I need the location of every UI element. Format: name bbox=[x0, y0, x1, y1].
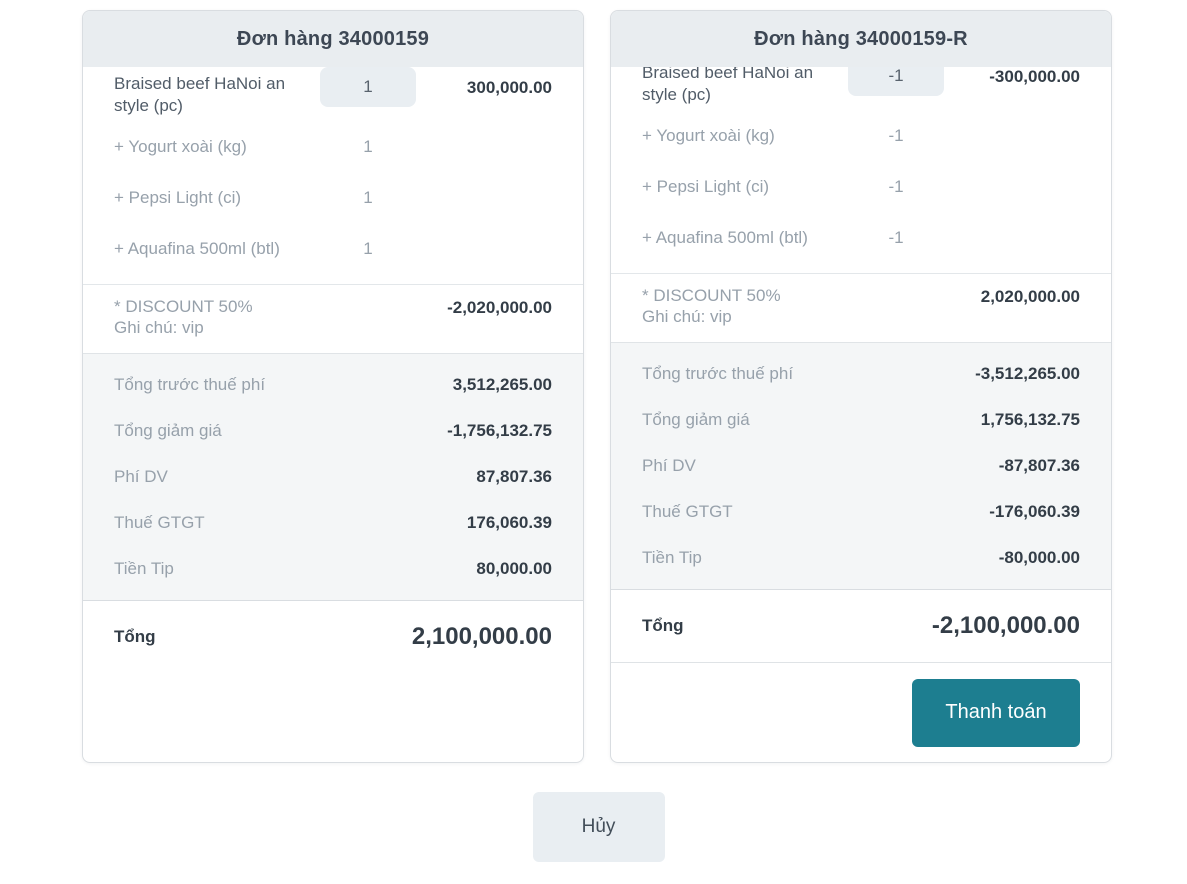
payment-footer: Thanh toán bbox=[611, 662, 1111, 762]
summary-value: 1,756,132.75 bbox=[980, 410, 1080, 429]
total-row: Tổng -2,100,000.00 bbox=[611, 590, 1111, 662]
summary-row: Thuế GTGT -176,060.39 bbox=[642, 502, 1080, 522]
item-price bbox=[424, 141, 552, 152]
order-subitem-row: + Aquafina 500ml (btl) -1 bbox=[642, 214, 1080, 261]
empty-space bbox=[83, 673, 583, 762]
total-row: Tổng 2,100,000.00 bbox=[83, 601, 583, 673]
order-subitem-row: + Pepsi Light (ci) -1 bbox=[642, 163, 1080, 210]
summary-label: Tổng trước thuế phí bbox=[642, 364, 794, 383]
items-section: Braised beef HaNoi an style (pc) 1 300,0… bbox=[83, 67, 583, 284]
order-title: Đơn hàng 34000159 bbox=[236, 27, 430, 50]
total-value: -2,100,000.00 bbox=[931, 612, 1080, 639]
summary-value: 3,512,265.00 bbox=[452, 375, 552, 394]
order-body: Braised beef HaNoi an style (pc) 1 300,0… bbox=[83, 67, 583, 762]
item-quantity: 1 bbox=[363, 238, 373, 258]
summary-value: 176,060.39 bbox=[466, 513, 552, 532]
item-quantity: 1 bbox=[363, 136, 373, 156]
order-title: Đơn hàng 34000159-R bbox=[754, 27, 968, 50]
order-subitem-row: + Yogurt xoài (kg) 1 bbox=[114, 123, 552, 170]
item-name: + Yogurt xoài (kg) bbox=[114, 136, 247, 156]
item-name: Braised beef HaNoi an style (pc) bbox=[642, 63, 814, 104]
item-price: -300,000.00 bbox=[989, 67, 1080, 86]
summary-label: Phí DV bbox=[114, 467, 168, 486]
summary-row: Thuế GTGT 176,060.39 bbox=[114, 513, 552, 533]
summary-row: Tổng giảm giá -1,756,132.75 bbox=[114, 421, 552, 441]
item-quantity: -1 bbox=[888, 176, 904, 196]
item-quantity: 1 bbox=[312, 67, 424, 119]
order-subitem-row: + Pepsi Light (ci) 1 bbox=[114, 174, 552, 221]
summary-value: -176,060.39 bbox=[989, 502, 1080, 521]
summary-row: Tiền Tip -80,000.00 bbox=[642, 548, 1080, 568]
summary-row: Phí DV -87,807.36 bbox=[642, 456, 1080, 476]
summary-value: 87,807.36 bbox=[476, 467, 552, 486]
cancel-row: Hủy bbox=[0, 792, 1187, 862]
order-subitem-row: + Aquafina 500ml (btl) 1 bbox=[114, 225, 552, 272]
summary-label: Tổng trước thuế phí bbox=[114, 375, 266, 394]
order-panels: Đơn hàng 34000159 Braised beef HaNoi an … bbox=[82, 10, 1112, 763]
discount-amount: 2,020,000.00 bbox=[980, 287, 1080, 306]
pay-button[interactable]: Thanh toán bbox=[912, 678, 1080, 747]
item-price: 300,000.00 bbox=[466, 78, 552, 97]
summary-label: Thuế GTGT bbox=[114, 513, 205, 532]
summary-label: Tiền Tip bbox=[114, 559, 174, 578]
summary-value: -80,000.00 bbox=[998, 548, 1080, 567]
item-name: + Pepsi Light (ci) bbox=[642, 176, 770, 196]
item-name: + Pepsi Light (ci) bbox=[114, 187, 242, 207]
discount-labels: * DISCOUNT 50% Ghi chú: vip bbox=[642, 285, 781, 342]
item-price bbox=[424, 192, 552, 203]
summary-label: Tiền Tip bbox=[642, 548, 702, 567]
summary-row: Tổng trước thuế phí 3,512,265.00 bbox=[114, 375, 552, 395]
item-price bbox=[952, 130, 1080, 141]
summary-label: Tổng giảm giá bbox=[114, 421, 222, 440]
cancel-button[interactable]: Hủy bbox=[532, 792, 665, 862]
discount-row: * DISCOUNT 50% Ghi chú: vip 2,020,000.00 bbox=[611, 273, 1111, 342]
item-name: Braised beef HaNoi an style (pc) bbox=[114, 74, 286, 115]
item-price bbox=[952, 181, 1080, 192]
item-price bbox=[952, 232, 1080, 243]
discount-row: * DISCOUNT 50% Ghi chú: vip -2,020,000.0… bbox=[83, 284, 583, 353]
order-header: Đơn hàng 34000159 bbox=[83, 11, 583, 67]
discount-note: Ghi chú: vip bbox=[114, 318, 204, 337]
total-value: 2,100,000.00 bbox=[411, 623, 552, 650]
order-card-original: Đơn hàng 34000159 Braised beef HaNoi an … bbox=[82, 10, 584, 763]
discount-label: * DISCOUNT 50% bbox=[642, 286, 781, 305]
summary-value: -3,512,265.00 bbox=[975, 364, 1080, 383]
summary-value: -1,756,132.75 bbox=[447, 421, 552, 440]
items-section: Braised beef HaNoi an style (pc) -1 -300… bbox=[611, 56, 1111, 273]
order-header: Đơn hàng 34000159-R bbox=[611, 11, 1111, 67]
summary-section: Tổng trước thuế phí -3,512,265.00 Tổng g… bbox=[611, 342, 1111, 590]
order-body: Braised beef HaNoi an style (pc) -1 -300… bbox=[611, 56, 1111, 762]
order-card-return: Đơn hàng 34000159-R Braised beef HaNoi a… bbox=[610, 10, 1112, 763]
item-name: + Yogurt xoài (kg) bbox=[642, 125, 775, 145]
summary-label: Tổng giảm giá bbox=[642, 410, 750, 429]
order-item-row: Braised beef HaNoi an style (pc) 1 300,0… bbox=[114, 67, 552, 119]
summary-row: Phí DV 87,807.36 bbox=[114, 467, 552, 487]
total-label: Tổng bbox=[114, 627, 156, 646]
summary-value: -87,807.36 bbox=[998, 456, 1080, 475]
summary-row: Tổng trước thuế phí -3,512,265.00 bbox=[642, 364, 1080, 384]
item-price bbox=[424, 243, 552, 254]
summary-label: Thuế GTGT bbox=[642, 502, 733, 521]
summary-section: Tổng trước thuế phí 3,512,265.00 Tổng gi… bbox=[83, 353, 583, 601]
item-name: + Aquafina 500ml (btl) bbox=[642, 227, 808, 247]
item-quantity: -1 bbox=[888, 227, 904, 247]
summary-label: Phí DV bbox=[642, 456, 696, 475]
item-name: + Aquafina 500ml (btl) bbox=[114, 238, 280, 258]
quantity-box[interactable]: 1 bbox=[320, 67, 416, 107]
summary-row: Tổng giảm giá 1,756,132.75 bbox=[642, 410, 1080, 430]
summary-value: 80,000.00 bbox=[476, 559, 552, 578]
discount-note: Ghi chú: vip bbox=[642, 307, 732, 326]
discount-labels: * DISCOUNT 50% Ghi chú: vip bbox=[114, 296, 253, 353]
discount-amount: -2,020,000.00 bbox=[447, 298, 552, 317]
summary-row: Tiền Tip 80,000.00 bbox=[114, 559, 552, 579]
discount-label: * DISCOUNT 50% bbox=[114, 297, 253, 316]
total-label: Tổng bbox=[642, 616, 684, 635]
order-subitem-row: + Yogurt xoài (kg) -1 bbox=[642, 112, 1080, 159]
item-quantity: 1 bbox=[363, 187, 373, 207]
item-quantity: -1 bbox=[888, 125, 904, 145]
